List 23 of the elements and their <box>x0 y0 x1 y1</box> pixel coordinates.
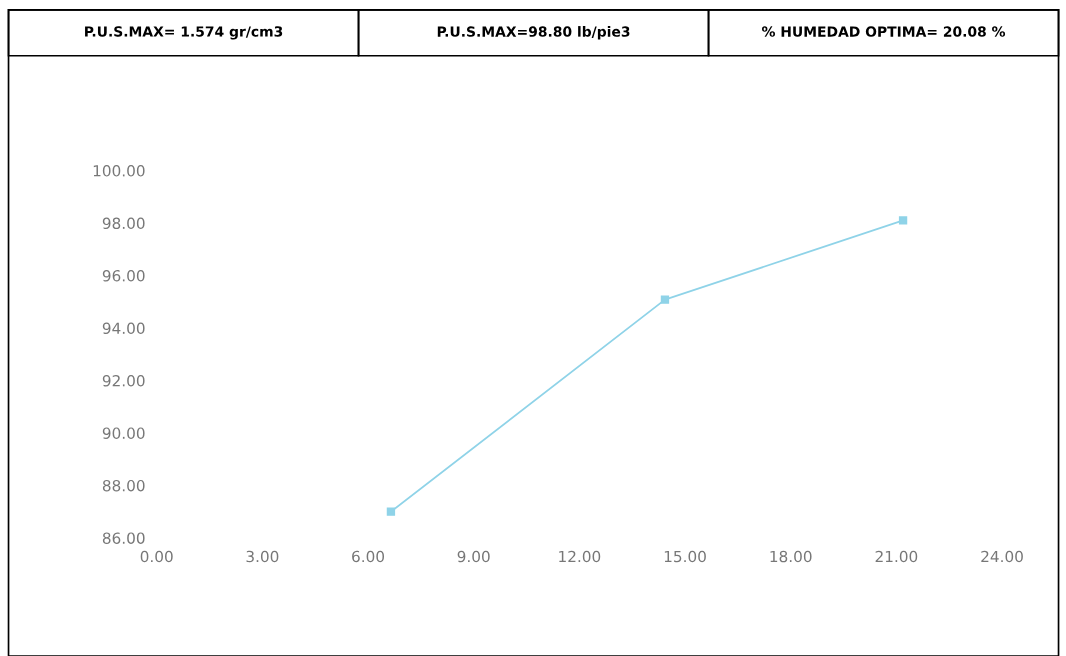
x-tick-label: 24.00 <box>981 550 1023 563</box>
x-tick-label: 15.00 <box>664 550 706 563</box>
x-tick-label: 21.00 <box>875 550 918 563</box>
y-tick-label: 92.00 <box>102 374 145 387</box>
x-tick-label: 12.00 <box>559 550 601 563</box>
y-tick-label: 98.00 <box>102 217 145 230</box>
text: P.U.S.MAX=98.80 lb/pie3 <box>437 26 630 40</box>
text: P.U.S.MAX= 1.574 gr/cm3 <box>85 26 283 40</box>
text: % HUMEDAD OPTIMA= 20.08 % <box>762 26 1006 37</box>
y-tick-label: 100.00 <box>93 165 145 177</box>
y-tick-label: 88.00 <box>102 479 145 492</box>
y-tick-label: 96.00 <box>102 269 145 282</box>
x-tick-label: 0.00 <box>140 550 173 563</box>
x-tick-label: 18.00 <box>770 550 812 563</box>
x-tick-label: 6.00 <box>352 550 385 563</box>
y-tick-label: 90.00 <box>102 427 145 439</box>
y-tick-label: 86.00 <box>102 532 145 544</box>
point <box>898 216 908 225</box>
x-tick-label: 3.00 <box>246 550 279 563</box>
point <box>660 295 670 304</box>
x-tick-label: 9.00 <box>457 550 490 563</box>
y-tick-label: 94.00 <box>102 322 145 335</box>
point <box>386 507 396 516</box>
